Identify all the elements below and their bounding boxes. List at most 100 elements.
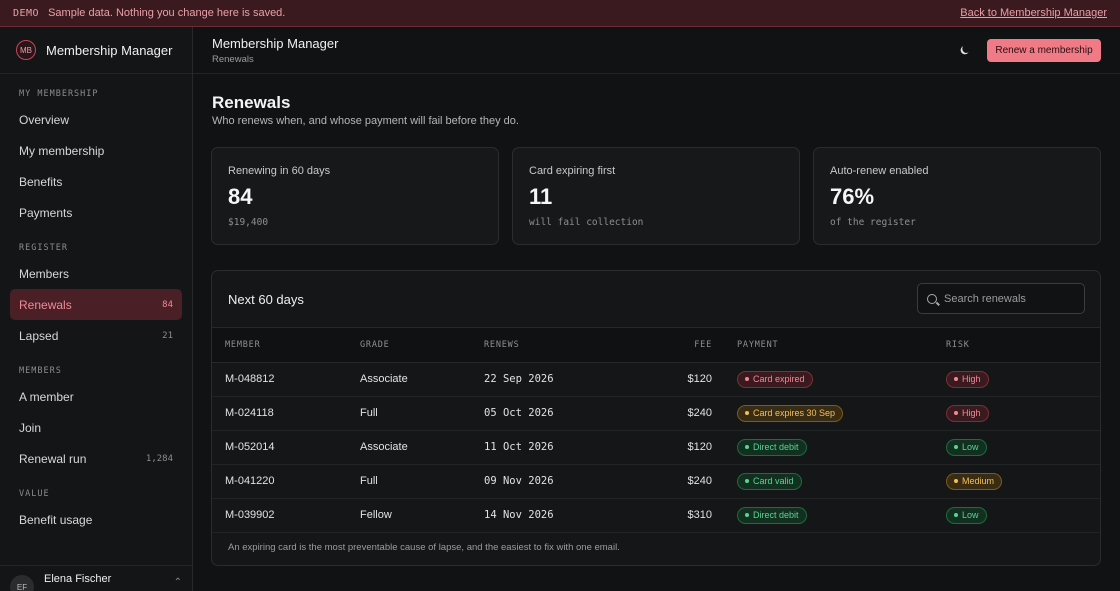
page-subtitle: Who renews when, and whose payment will …	[212, 115, 519, 127]
status-dot-icon	[745, 411, 749, 415]
sidebar-item-label: Members	[19, 266, 70, 281]
brand-logo: MB	[16, 40, 36, 60]
risk-label: High	[962, 374, 981, 384]
risk-badge: Medium	[946, 472, 1003, 490]
sidebar-item-a-member[interactable]: A member	[10, 381, 182, 412]
status-dot-icon	[745, 445, 749, 449]
renewal-date: 14 Nov 2026	[484, 509, 554, 521]
member-id: M-052014	[225, 441, 275, 453]
stat-value: 11	[529, 184, 553, 209]
demo-message: Sample data. Nothing you change here is …	[48, 7, 286, 19]
sidebar-item-overview[interactable]: Overview	[10, 104, 182, 135]
risk-cell: Low	[946, 430, 1100, 464]
risk-label: Low	[962, 442, 979, 452]
sidebar-item-members[interactable]: Members	[10, 258, 182, 289]
status-dot-icon	[954, 411, 958, 415]
sidebar-item-label: Payments	[19, 205, 73, 220]
back-to-app-link[interactable]: Back to Membership Manager	[960, 7, 1107, 19]
risk-badge: High	[946, 370, 989, 388]
table-row[interactable]: M-052014 Associate 11 Oct 2026 $120 Direct d…	[212, 430, 1100, 464]
column-header[interactable]: MEMBER	[212, 328, 360, 363]
member-id: M-048812	[225, 373, 275, 385]
topbar: Membership Manager Renewals Renew a memb…	[193, 27, 1120, 74]
status-dot-icon	[954, 445, 958, 449]
search-input[interactable]	[944, 292, 1074, 305]
table-body: M-048812 Associate 22 Sep 2026 $120 Card exp…	[212, 362, 1100, 532]
sidebar-nav: MY MEMBERSHIP Overview My membership Benefi…	[0, 74, 192, 535]
payment-label: Direct debit	[753, 510, 799, 520]
payment-badge: Direct debit	[737, 506, 807, 524]
nav-section-title: MEMBERS	[19, 366, 62, 376]
status-dot-icon	[954, 513, 958, 517]
sidebar-item-benefit-usage[interactable]: Benefit usage	[10, 504, 182, 535]
payment-badge: Card expired	[737, 370, 813, 388]
renew-membership-button[interactable]: Renew a membership	[987, 39, 1101, 62]
renewal-date: 22 Sep 2026	[484, 373, 554, 385]
stat-label: Card expiring first	[529, 165, 616, 177]
grade: Associate	[360, 441, 408, 453]
payment-cell: Card valid	[712, 464, 946, 498]
sidebar-item-payments[interactable]: Payments	[10, 197, 182, 228]
chevron-updown-icon[interactable]: ⌃	[173, 577, 182, 588]
risk-label: High	[962, 408, 981, 418]
stat-sub: $19,400	[228, 217, 269, 228]
sidebar-item-label: Renewals	[19, 297, 72, 312]
table-title: Next 60 days	[228, 292, 304, 307]
payment-badge: Direct debit	[737, 438, 807, 456]
sidebar: MB Membership Manager MY MEMBERSHIP Overv…	[0, 27, 193, 591]
user-menu[interactable]: EF Elena Fischer ⌃	[0, 565, 192, 591]
sidebar-item-count: 21	[162, 330, 173, 341]
sidebar-item-benefits[interactable]: Benefits	[10, 166, 182, 197]
risk-cell: Low	[946, 498, 1100, 532]
user-name: Elena Fischer	[44, 573, 112, 585]
sidebar-item-label: Join	[19, 420, 42, 435]
column-header[interactable]: PAYMENT	[712, 328, 946, 363]
breadcrumb[interactable]: Renewals	[212, 54, 254, 65]
table-footnote: An expiring card is the most preventable…	[228, 542, 620, 553]
risk-cell: High	[946, 362, 1100, 396]
moon-icon[interactable]	[959, 44, 971, 56]
search-box[interactable]	[917, 283, 1085, 314]
demo-banner: DEMO Sample data. Nothing you change her…	[0, 0, 1120, 27]
risk-cell: High	[946, 396, 1100, 430]
renewals-table-card: Next 60 days MEMBER GRADE RENEWS FEE PAY…	[211, 270, 1101, 566]
sidebar-item-label: My membership	[19, 143, 105, 158]
payment-label: Card expired	[753, 374, 805, 384]
fee: $120	[687, 441, 712, 453]
sidebar-item-my-membership[interactable]: My membership	[10, 135, 182, 166]
member-id: M-024118	[225, 407, 274, 419]
payment-cell: Card expires 30 Sep	[712, 396, 946, 430]
table-row[interactable]: M-041220 Full 09 Nov 2026 $240 Card valid Med…	[212, 464, 1100, 498]
sidebar-item-label: Overview	[19, 112, 70, 127]
status-dot-icon	[745, 479, 749, 483]
risk-badge: High	[946, 404, 989, 422]
payment-cell: Card expired	[712, 362, 946, 396]
table-row[interactable]: M-048812 Associate 22 Sep 2026 $120 Card exp…	[212, 362, 1100, 396]
sidebar-item-join[interactable]: Join	[10, 412, 182, 443]
column-header[interactable]: FEE	[636, 328, 712, 363]
table-header-row: MEMBER GRADE RENEWS FEE PAYMENT RISK	[212, 328, 1100, 363]
sidebar-item-label: Benefits	[19, 174, 63, 189]
sidebar-item-renewals[interactable]: Renewals 84	[10, 289, 182, 320]
fee: $310	[687, 509, 712, 521]
brand-name: Membership Manager	[46, 42, 173, 58]
main-content: Renewals Who renews when, and whose paym…	[193, 74, 1120, 591]
sidebar-item-label: Lapsed	[19, 328, 59, 343]
fee: $120	[687, 373, 712, 385]
risk-label: Low	[962, 510, 979, 520]
column-header[interactable]: GRADE	[360, 328, 484, 363]
sidebar-item-lapsed[interactable]: Lapsed 21	[10, 320, 182, 351]
payment-cell: Direct debit	[712, 430, 946, 464]
nav-section-title: MY MEMBERSHIP	[19, 89, 99, 99]
table-row[interactable]: M-024118 Full 05 Oct 2026 $240 Card expires …	[212, 396, 1100, 430]
column-header[interactable]: RISK	[946, 328, 1100, 363]
renewals-table: MEMBER GRADE RENEWS FEE PAYMENT RISK M-0…	[212, 328, 1100, 533]
table-row[interactable]: M-039902 Fellow 14 Nov 2026 $310 Direct debi…	[212, 498, 1100, 532]
status-dot-icon	[954, 377, 958, 381]
sidebar-item-renewal-run[interactable]: Renewal run 1,284	[10, 443, 182, 474]
status-dot-icon	[745, 513, 749, 517]
nav-section-title: VALUE	[19, 489, 50, 499]
column-header[interactable]: RENEWS	[484, 328, 636, 363]
brand[interactable]: MB Membership Manager	[0, 27, 192, 74]
risk-badge: Low	[946, 506, 987, 524]
